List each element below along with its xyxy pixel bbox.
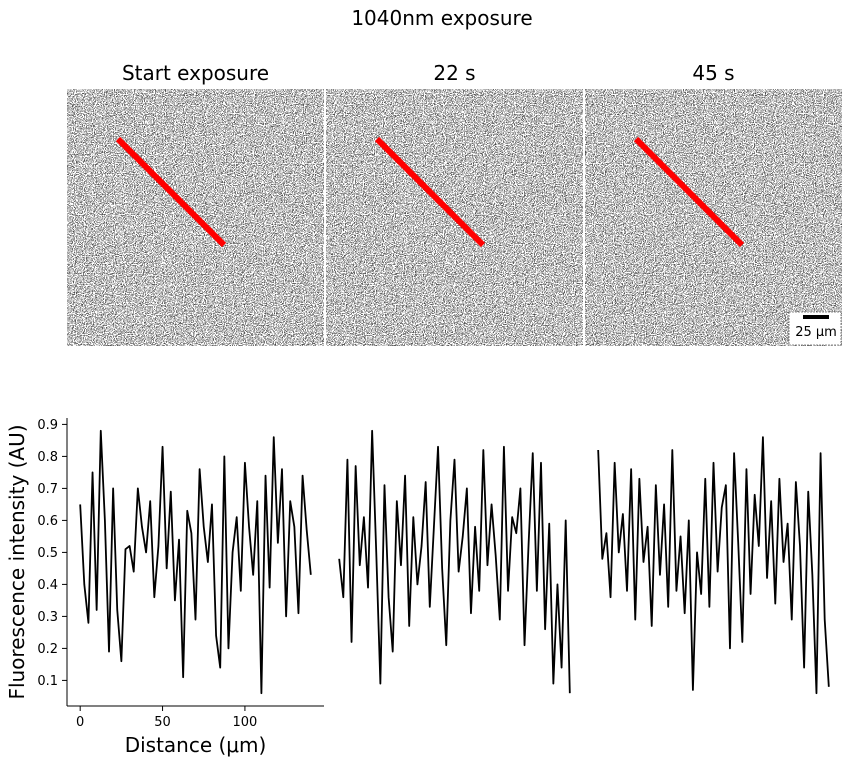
y-tick-label: 0.8 [37, 450, 58, 465]
y-tick-label: 0.6 [37, 514, 58, 529]
y-tick-label: 0.9 [37, 418, 58, 433]
y-axis-label: Fluorescence intensity (AU) [5, 424, 29, 699]
intensity-trace [597, 436, 830, 695]
y-tick-label: 0.2 [37, 642, 58, 657]
intensity-trace [338, 429, 571, 694]
y-tick-label: 0.4 [37, 578, 58, 593]
image-panel-3: 45 s [585, 61, 842, 346]
scalebar-label: 25 μm [795, 325, 837, 340]
intensity-trace [79, 429, 312, 695]
panel-title: Start exposure [122, 61, 269, 85]
line-profile-marker [633, 136, 745, 248]
y-tick-label: 0.5 [37, 546, 58, 561]
line-profile-marker [374, 136, 486, 248]
profile-plot-1 [79, 429, 312, 695]
image-panels: Start exposure 22 s 45 s 25 μm [67, 61, 842, 346]
x-tick-label: 50 [154, 715, 171, 730]
figure-suptitle: 1040nm exposure [351, 6, 532, 30]
scalebar-bar [803, 315, 829, 319]
y-tick-label: 0.3 [37, 610, 58, 625]
y-tick-label: 0.7 [37, 482, 58, 497]
panel-title: 45 s [692, 61, 734, 85]
x-tick-label: 100 [233, 715, 258, 730]
plot-panels: 0.1 0.2 0.3 0.4 0.5 0.6 0.7 0.8 0.9 0 50 100 Distanc… [5, 418, 830, 757]
line-profile-marker [115, 136, 227, 248]
y-tick-label: 0.1 [37, 674, 58, 689]
image-panel-1: Start exposure [67, 61, 324, 346]
x-tick-label: 0 [76, 715, 84, 730]
plot-axes: 0.1 0.2 0.3 0.4 0.5 0.6 0.7 0.8 0.9 0 50 100 Distanc… [5, 418, 324, 757]
panel-title: 22 s [433, 61, 475, 85]
image-panel-2: 22 s [326, 61, 583, 346]
profile-plot-3 [597, 436, 830, 695]
profile-plot-2 [338, 429, 571, 694]
scalebar: 25 μm [788, 311, 842, 346]
x-axis-label: Distance (μm) [125, 733, 267, 757]
